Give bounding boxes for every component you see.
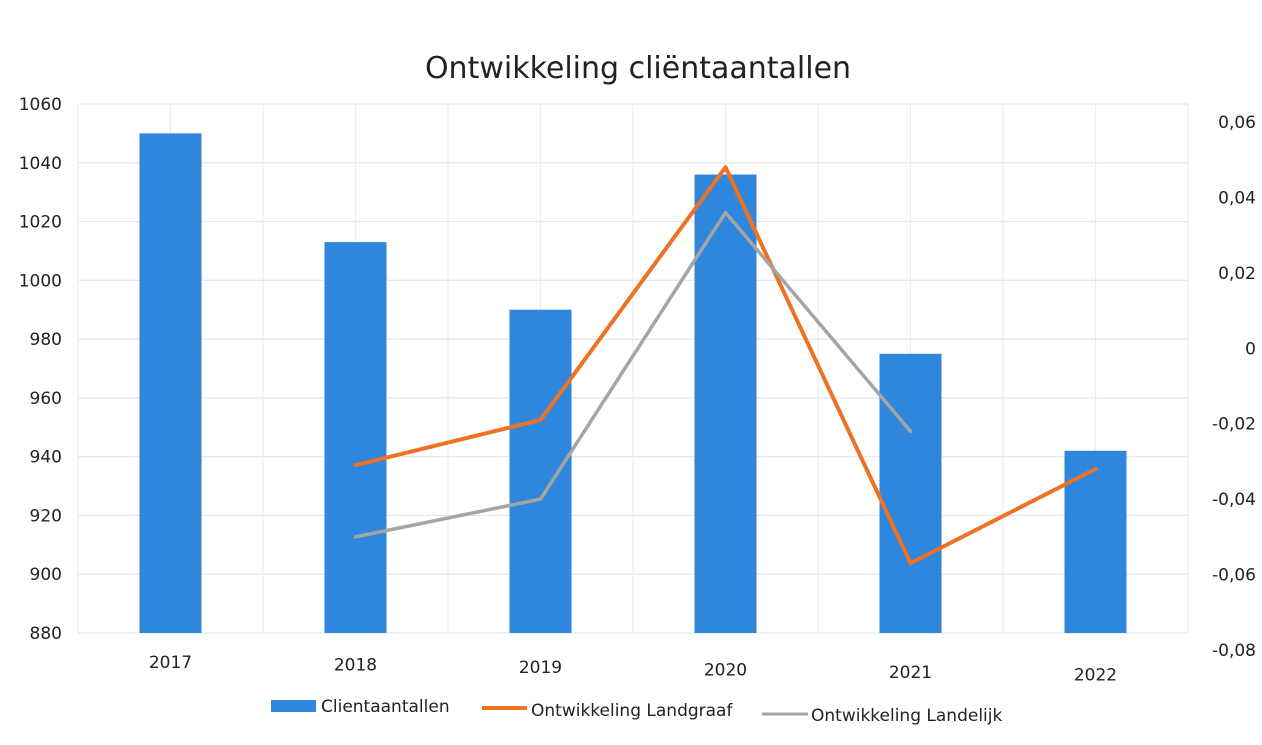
right-tick-label: 0,04 <box>1218 188 1256 208</box>
x-tick-label-2021: 2021 <box>889 663 932 683</box>
left-tick-label: 920 <box>30 506 62 526</box>
right-tick-label: 0,02 <box>1218 264 1256 284</box>
bar-2021 <box>879 353 942 633</box>
legend-label-clientaantallen: Clientaantallen <box>321 697 450 717</box>
right-axis-ticks: 0,06 0,04 0,02 0 -0,02 -0,04 -0,06 -0,08 <box>1212 113 1256 661</box>
left-tick-label: 880 <box>30 624 62 644</box>
bar-2018 <box>324 242 387 633</box>
chart-title: Ontwikkeling cliëntaantallen <box>425 51 851 86</box>
x-tick-label-2020: 2020 <box>704 661 747 681</box>
left-axis-ticks: 1060 1040 1020 1000 980 960 940 920 900 880 <box>19 95 62 644</box>
x-tick-label-2022: 2022 <box>1074 666 1117 686</box>
left-tick-label: 1000 <box>19 271 62 291</box>
x-tick-label-2017: 2017 <box>149 653 192 673</box>
legend-label-landgraaf: Ontwikkeling Landgraaf <box>531 701 733 721</box>
line-ontwikkeling-landelijk <box>353 210 913 539</box>
right-tick-label: -0,02 <box>1212 415 1256 435</box>
right-tick-label: -0,08 <box>1212 641 1256 661</box>
bar-2020 <box>694 174 757 634</box>
right-tick-label: 0,06 <box>1218 113 1256 133</box>
legend-swatch-clientaantallen <box>271 700 316 712</box>
x-tick-label-2018: 2018 <box>334 656 377 676</box>
left-tick-label: 960 <box>30 389 62 409</box>
left-tick-label: 1040 <box>19 154 62 174</box>
left-tick-label: 1060 <box>19 95 62 115</box>
line-series <box>353 165 1098 566</box>
x-axis-ticks: 2017 2018 2019 2020 2021 2022 <box>149 653 1117 686</box>
legend-label-landelijk: Ontwikkeling Landelijk <box>811 706 1002 726</box>
left-tick-label: 940 <box>30 448 62 468</box>
right-tick-label: -0,06 <box>1212 566 1256 586</box>
bar-series <box>139 133 1127 634</box>
left-tick-label: 1020 <box>19 213 62 233</box>
legend: Clientaantallen Ontwikkeling Landgraaf O… <box>271 697 1002 726</box>
right-tick-label: 0 <box>1245 339 1256 359</box>
bar-2019 <box>509 309 572 633</box>
right-tick-label: -0,04 <box>1212 490 1256 510</box>
left-tick-label: 900 <box>30 565 62 585</box>
left-tick-label: 980 <box>30 330 62 350</box>
bar-2017 <box>139 133 202 633</box>
x-tick-label-2019: 2019 <box>519 658 562 678</box>
